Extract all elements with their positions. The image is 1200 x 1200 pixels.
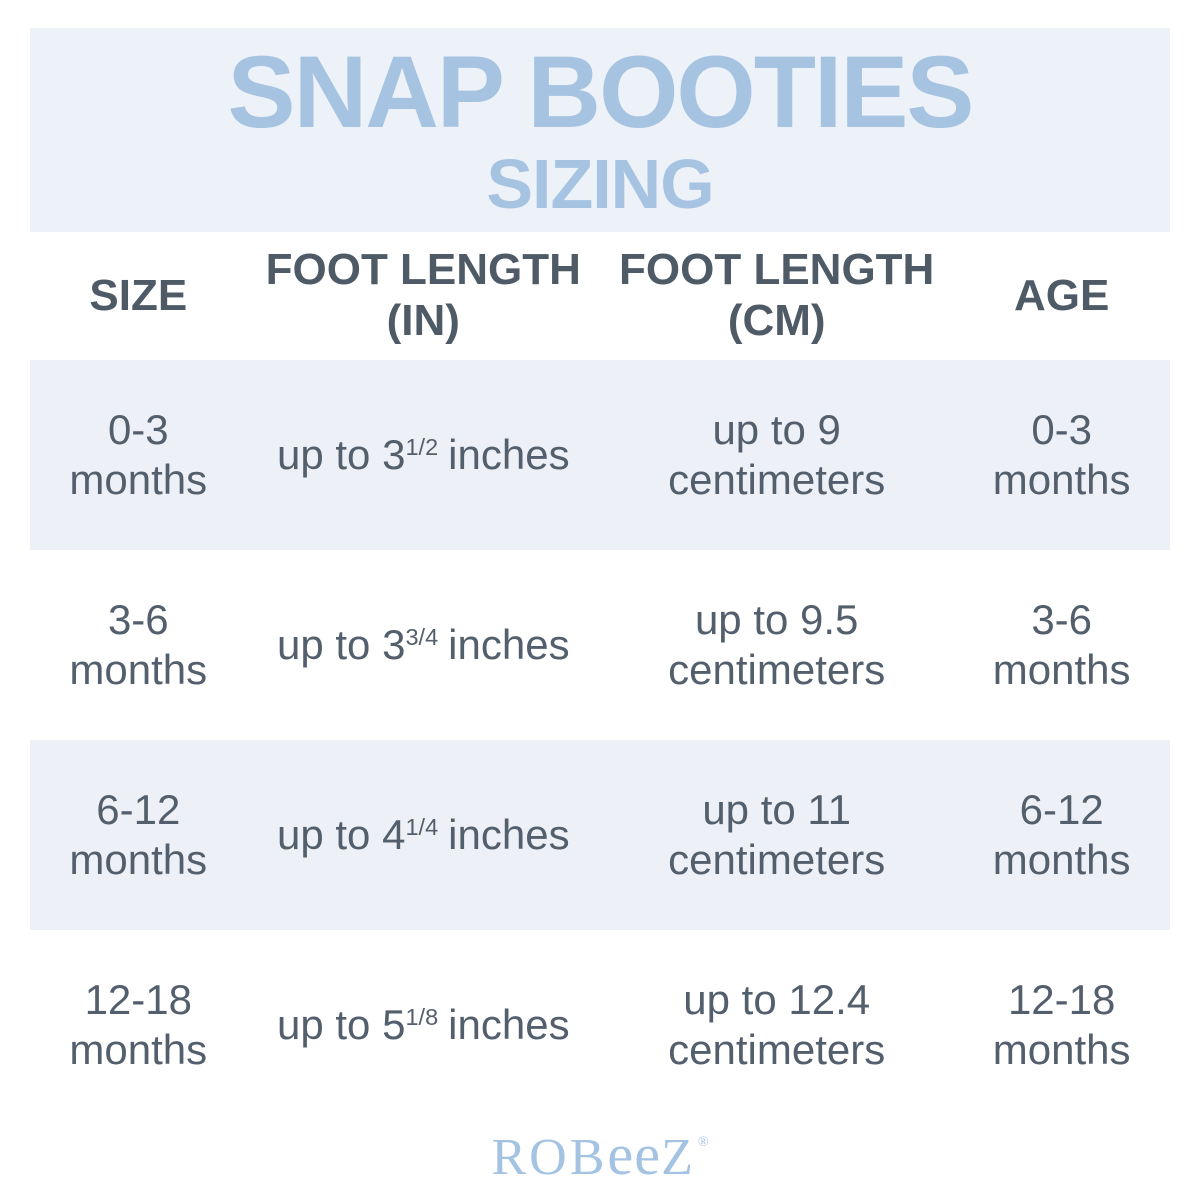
brand-logo-text: ROB: [491, 1129, 608, 1186]
foot-length-cm-cell: up to 9.5 centimeters: [668, 596, 886, 693]
fraction: 3/4: [405, 623, 439, 650]
page-title: SNAP BOOTIES: [227, 35, 975, 149]
column-header-label: AGE: [1013, 270, 1110, 320]
table-row: 0-3 months up to 3 1/2 inches up to 9 cen…: [30, 360, 1170, 550]
age-cell: 0-3 months: [992, 406, 1131, 503]
foot-length-in-cell: up to 4 1/4 inches: [277, 811, 570, 859]
fraction: 1/4: [405, 813, 439, 840]
brand-logo-text: Z: [661, 1129, 696, 1186]
age-cell: 12-18 months: [992, 976, 1131, 1073]
sizing-table: SIZE FOOT LENGTH (IN) FOOT LENGTH (CM) A…: [30, 232, 1170, 1120]
size-cell: 6-12 months: [69, 786, 208, 883]
size-cell: 0-3 months: [69, 406, 208, 503]
table-header-row: SIZE FOOT LENGTH (IN) FOOT LENGTH (CM) A…: [30, 232, 1170, 360]
column-header-size: SIZE: [30, 271, 247, 322]
column-header-foot-length-in: FOOT LENGTH (IN): [247, 245, 600, 346]
column-header-label: FOOT LENGTH: [265, 245, 581, 295]
foot-length-in-cell: up to 3 3/4 inches: [277, 621, 570, 669]
table-row: 12-18 months up to 5 1/8 inches up to 12.…: [30, 930, 1170, 1120]
brand-logo-text: ee: [607, 1122, 662, 1187]
fraction: 1/8: [405, 1003, 439, 1030]
column-header-label: SIZE: [89, 270, 188, 320]
column-header-sublabel: (CM): [727, 296, 826, 345]
fraction: 1/2: [405, 433, 439, 460]
registered-trademark-icon: ®: [697, 1135, 709, 1150]
table-row: 6-12 months up to 4 1/4 inches up to 11 c…: [30, 740, 1170, 930]
age-cell: 3-6 months: [992, 596, 1131, 693]
foot-length-cm-cell: up to 12.4 centimeters: [668, 976, 886, 1073]
age-cell: 6-12 months: [992, 786, 1131, 883]
table-row: 3-6 months up to 3 3/4 inches up to 9.5 c…: [30, 550, 1170, 740]
column-header-foot-length-cm: FOOT LENGTH (CM): [600, 245, 953, 346]
column-header-age: AGE: [953, 271, 1170, 322]
foot-length-cm-cell: up to 11 centimeters: [668, 786, 886, 883]
brand-logo: ROBeeZ ®: [0, 1125, 1200, 1186]
column-header-sublabel: (IN): [386, 296, 460, 345]
foot-length-in-cell: up to 5 1/8 inches: [277, 1001, 570, 1049]
page-subtitle: SIZING: [486, 145, 714, 223]
foot-length-in-cell: up to 3 1/2 inches: [277, 431, 570, 479]
column-header-label: FOOT LENGTH: [619, 245, 935, 295]
size-cell: 3-6 months: [69, 596, 208, 693]
foot-length-cm-cell: up to 9 centimeters: [668, 406, 886, 503]
size-cell: 12-18 months: [69, 976, 208, 1073]
header-banner: SNAP BOOTIES SIZING: [30, 28, 1170, 232]
